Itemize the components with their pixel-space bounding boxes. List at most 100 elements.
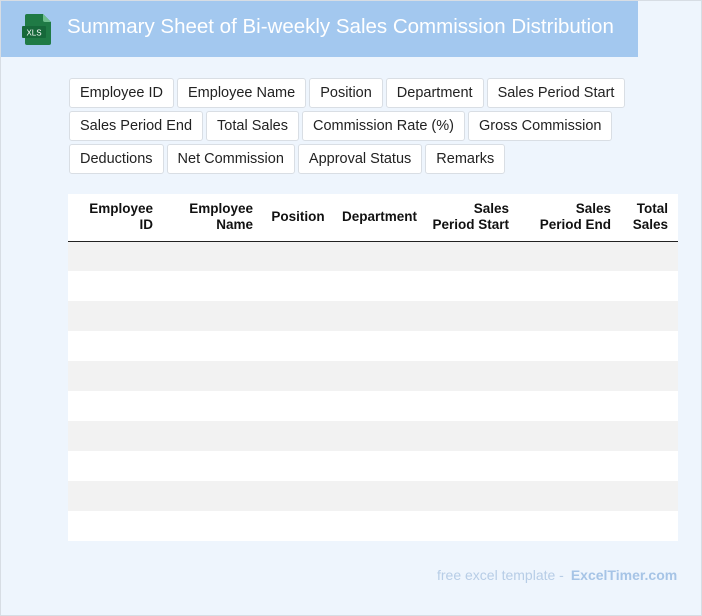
table-cell[interactable]	[333, 271, 426, 301]
column-header-text: Name	[216, 217, 253, 233]
table-cell[interactable]	[68, 391, 163, 421]
table-cell[interactable]	[163, 301, 263, 331]
table-cell[interactable]	[163, 271, 263, 301]
table-cell[interactable]	[426, 241, 519, 271]
column-header: Department	[333, 194, 426, 242]
table-cell[interactable]	[68, 301, 163, 331]
field-tag[interactable]: Department	[385, 78, 484, 108]
table-cell[interactable]	[263, 391, 333, 421]
column-header-text: Sales	[473, 201, 509, 217]
table-cell[interactable]	[68, 271, 163, 301]
table-cell[interactable]	[263, 421, 333, 451]
table-cell[interactable]	[333, 361, 426, 391]
table-cell[interactable]	[621, 391, 678, 421]
table-cell[interactable]	[163, 421, 263, 451]
table-cell[interactable]	[426, 481, 519, 511]
table-cell[interactable]	[519, 511, 621, 541]
table-cell[interactable]	[426, 361, 519, 391]
table-cell[interactable]	[263, 511, 333, 541]
table-cell[interactable]	[621, 481, 678, 511]
table-cell[interactable]	[519, 301, 621, 331]
table-cell[interactable]	[263, 331, 333, 361]
table-cell[interactable]	[163, 331, 263, 361]
field-tag[interactable]: Sales Period Start	[486, 78, 626, 108]
field-tag[interactable]: Commission Rate (%)	[301, 111, 465, 141]
table-cell[interactable]	[263, 241, 333, 271]
column-header: Total Sales	[621, 194, 678, 242]
table-cell[interactable]	[333, 481, 426, 511]
table-cell[interactable]	[426, 511, 519, 541]
summary-table-container: Employee ID Employee Name Position Department…	[68, 194, 678, 541]
table-cell[interactable]	[621, 421, 678, 451]
table-cell[interactable]	[68, 481, 163, 511]
field-tag[interactable]: Remarks	[425, 144, 506, 174]
table-cell[interactable]	[621, 361, 678, 391]
field-tag[interactable]: Sales Period End	[69, 111, 204, 141]
table-cell[interactable]	[333, 451, 426, 481]
table-cell[interactable]	[621, 241, 678, 271]
table-cell[interactable]	[426, 331, 519, 361]
table-cell[interactable]	[426, 271, 519, 301]
table-cell[interactable]	[163, 241, 263, 271]
table-cell[interactable]	[333, 421, 426, 451]
table-cell[interactable]	[263, 451, 333, 481]
field-tag[interactable]: Total Sales	[206, 111, 299, 141]
table-row	[68, 361, 678, 391]
table-cell[interactable]	[333, 301, 426, 331]
field-tag[interactable]: Employee ID	[69, 78, 175, 108]
column-header-text: Period Start	[432, 217, 509, 233]
footer-brand-link[interactable]: ExcelTimer.com	[570, 567, 678, 583]
column-header: Sales Period End	[519, 194, 621, 242]
table-cell[interactable]	[68, 451, 163, 481]
table-cell[interactable]	[163, 451, 263, 481]
table-cell[interactable]	[621, 331, 678, 361]
field-tag[interactable]: Net Commission	[166, 144, 295, 174]
field-tag[interactable]: Approval Status	[297, 144, 423, 174]
table-cell[interactable]	[163, 361, 263, 391]
table-cell[interactable]	[68, 241, 163, 271]
table-cell[interactable]	[519, 361, 621, 391]
table-cell[interactable]	[621, 451, 678, 481]
table-cell[interactable]	[621, 511, 678, 541]
table-cell[interactable]	[519, 331, 621, 361]
table-cell[interactable]	[426, 391, 519, 421]
xls-icon-label: XLS	[26, 29, 41, 38]
table-cell[interactable]	[519, 241, 621, 271]
column-header-text: Period End	[539, 217, 611, 233]
table-cell[interactable]	[333, 241, 426, 271]
table-cell[interactable]	[263, 481, 333, 511]
table-cell[interactable]	[519, 451, 621, 481]
table-cell[interactable]	[333, 391, 426, 421]
table-cell[interactable]	[68, 361, 163, 391]
field-tag[interactable]: Deductions	[69, 144, 164, 174]
table-row	[68, 421, 678, 451]
column-header-text: Employee	[189, 201, 253, 217]
table-cell[interactable]	[621, 271, 678, 301]
table-cell[interactable]	[333, 511, 426, 541]
table-cell[interactable]	[263, 271, 333, 301]
table-cell[interactable]	[426, 421, 519, 451]
table-cell[interactable]	[263, 301, 333, 331]
table-row	[68, 271, 678, 301]
table-cell[interactable]	[163, 511, 263, 541]
footer-prefix: free excel template -	[437, 567, 564, 583]
table-cell[interactable]	[68, 511, 163, 541]
table-cell[interactable]	[519, 421, 621, 451]
field-tag[interactable]: Position	[309, 78, 383, 108]
table-cell[interactable]	[519, 481, 621, 511]
table-cell[interactable]	[68, 331, 163, 361]
table-cell[interactable]	[263, 361, 333, 391]
field-tag[interactable]: Employee Name	[177, 78, 307, 108]
table-cell[interactable]	[163, 481, 263, 511]
table-cell[interactable]	[426, 301, 519, 331]
table-cell[interactable]	[519, 391, 621, 421]
table-cell[interactable]	[68, 421, 163, 451]
table-cell[interactable]	[426, 451, 519, 481]
table-cell[interactable]	[333, 331, 426, 361]
table-cell[interactable]	[621, 301, 678, 331]
field-tag[interactable]: Gross Commission	[467, 111, 613, 141]
table-row	[68, 451, 678, 481]
table-row	[68, 301, 678, 331]
table-cell[interactable]	[519, 271, 621, 301]
table-cell[interactable]	[163, 391, 263, 421]
